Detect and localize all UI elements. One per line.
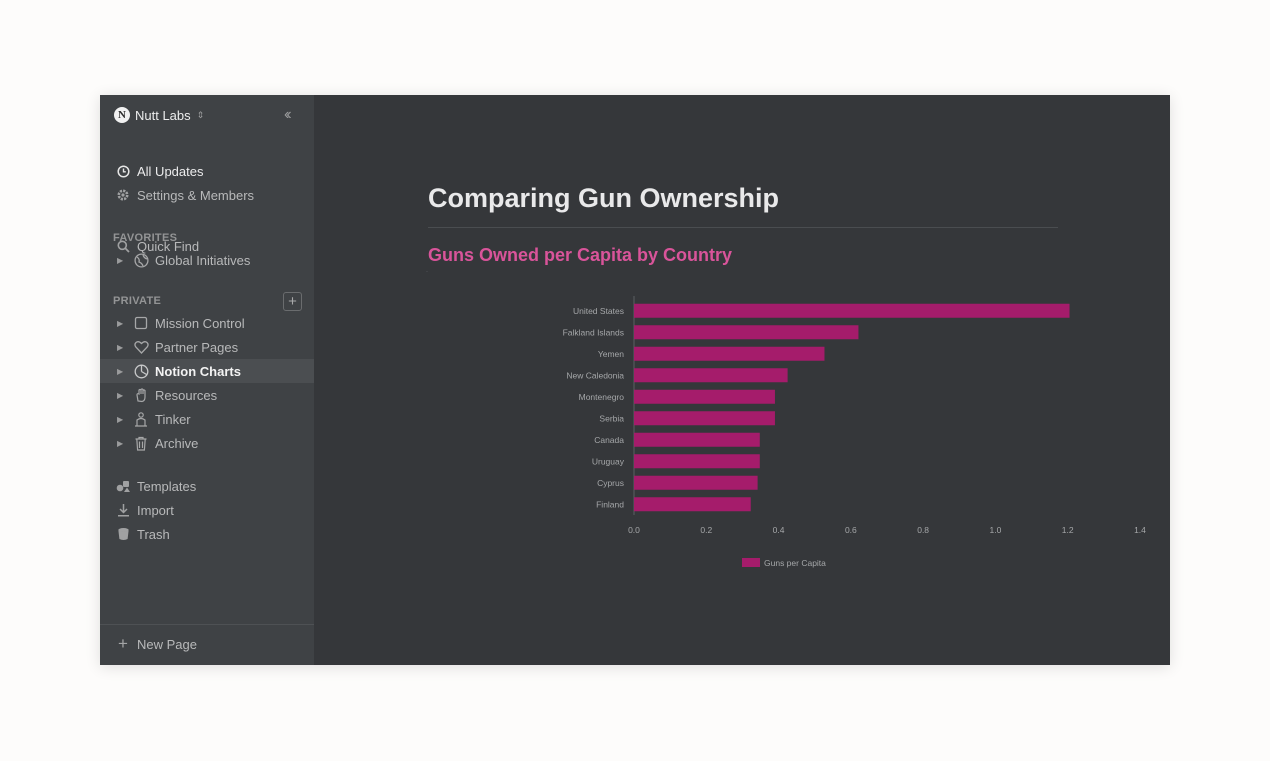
resources-label: Resources [155, 387, 218, 403]
expand-triangle-icon[interactable]: ▶ [117, 390, 124, 400]
expand-triangle-icon[interactable]: ▶ [117, 414, 124, 424]
sidebar-item-notion-charts[interactable]: ▶ Notion Charts [100, 359, 314, 383]
bar[interactable] [634, 346, 825, 361]
expand-triangle-icon[interactable]: ▶ [117, 342, 124, 352]
bar[interactable] [634, 368, 788, 383]
import-button[interactable]: Import [100, 498, 314, 522]
gear-icon [115, 187, 131, 203]
settings-members-button[interactable]: Settings & Members [100, 183, 314, 207]
global-initiatives-label: Global Initiatives [155, 252, 251, 268]
y-tick-label: United States [573, 306, 624, 316]
bar[interactable] [634, 454, 760, 469]
page-title: Comparing Gun Ownership [428, 183, 780, 213]
heart-icon [133, 339, 149, 355]
y-tick-label: Cyprus [597, 478, 624, 488]
y-tick-label: Yemen [598, 349, 624, 359]
bar-chart: United States Falkland Islands Yemen New Ca… [426, 271, 1146, 568]
sidebar-divider [100, 624, 314, 625]
bar[interactable] [634, 325, 859, 340]
page-content: Comparing Gun Ownership Guns Owned per C… [314, 95, 1170, 665]
archive-label: Archive [155, 435, 199, 451]
templates-label: Templates [137, 478, 197, 494]
globe-icon [133, 252, 149, 268]
bar[interactable] [634, 497, 751, 512]
chart-icon [133, 363, 149, 379]
new-page-button[interactable]: + New Page [100, 632, 314, 656]
bar[interactable] [634, 303, 1070, 318]
all-updates-label: All Updates [137, 163, 204, 179]
y-tick-label: Serbia [599, 413, 624, 423]
add-private-page-button[interactable]: + [283, 292, 302, 311]
x-tick-label: 0.6 [845, 525, 857, 535]
bin-icon [115, 526, 131, 542]
trash-button[interactable]: Trash [100, 522, 314, 546]
chart-title: Guns Owned per Capita by Country [428, 245, 733, 265]
trash-can-icon [133, 435, 149, 451]
y-tick-label: Montenegro [579, 392, 625, 402]
notion-charts-label: Notion Charts [155, 363, 241, 379]
bar[interactable] [634, 411, 775, 426]
x-tick-label: 0.4 [773, 525, 785, 535]
bar[interactable] [634, 432, 760, 447]
legend-swatch [742, 558, 760, 567]
hand-icon [133, 387, 149, 403]
collapse-sidebar-icon[interactable]: ‹‹ [284, 106, 292, 123]
favorites-section-label: FAVORITES [113, 232, 178, 244]
private-section-label: PRIVATE [113, 295, 162, 307]
chevron-updown-icon: ⇕ [196, 109, 205, 120]
tinker-icon [133, 411, 149, 427]
page-icon [133, 315, 149, 331]
x-tick-label: 0.2 [700, 525, 712, 535]
download-icon [115, 502, 131, 518]
sidebar: N Nutt Labs ⇕ ‹‹ Quick Find All Updates … [100, 95, 314, 665]
quick-find-label: Quick Find [137, 238, 200, 254]
templates-icon [115, 478, 131, 494]
x-tick-label: 0.0 [628, 525, 640, 535]
partner-pages-label: Partner Pages [155, 339, 239, 355]
y-tick-label: Canada [594, 435, 624, 445]
sidebar-item-partner-pages[interactable]: ▶ Partner Pages [100, 335, 314, 359]
legend-label: Guns per Capita [764, 558, 826, 568]
trash-label: Trash [137, 526, 170, 542]
y-tick-label: Uruguay [592, 456, 625, 466]
workspace-name: Nutt Labs [135, 107, 191, 123]
notion-logo-icon: N [114, 107, 130, 123]
x-tick-label: 0.8 [917, 525, 929, 535]
y-tick-label: Finland [596, 499, 624, 509]
sidebar-item-global-initiatives[interactable]: ▶ Global Initiatives [100, 248, 314, 272]
plus-icon: + [118, 634, 128, 653]
app-window: N Nutt Labs ⇕ ‹‹ Quick Find All Updates … [100, 95, 1170, 665]
y-tick-label: Falkland Islands [563, 327, 624, 337]
sidebar-item-resources[interactable]: ▶ Resources [100, 383, 314, 407]
x-tick-label: 1.0 [990, 525, 1002, 535]
sidebar-item-archive[interactable]: ▶ Archive [100, 431, 314, 455]
sidebar-item-mission-control[interactable]: ▶ Mission Control [100, 311, 314, 335]
y-tick-label: New Caledonia [566, 370, 624, 380]
bar[interactable] [634, 389, 775, 404]
mission-control-label: Mission Control [155, 315, 245, 331]
expand-triangle-icon[interactable]: ▶ [117, 366, 124, 376]
workspace-switcher[interactable]: N Nutt Labs ⇕ [114, 107, 204, 123]
title-divider [428, 227, 1058, 228]
all-updates-button[interactable]: All Updates [100, 159, 314, 183]
import-label: Import [137, 502, 174, 518]
x-tick-label: 1.2 [1062, 525, 1074, 535]
templates-button[interactable]: Templates [100, 474, 314, 498]
new-page-label: New Page [137, 636, 197, 652]
quick-find-button[interactable]: Quick Find [100, 234, 314, 258]
settings-members-label: Settings & Members [137, 187, 255, 203]
tinker-label: Tinker [155, 411, 191, 427]
sidebar-item-tinker[interactable]: ▶ Tinker [100, 407, 314, 431]
bar[interactable] [634, 475, 758, 490]
expand-triangle-icon[interactable]: ▶ [117, 318, 124, 328]
search-icon [115, 238, 131, 254]
expand-triangle-icon[interactable]: ▶ [117, 438, 124, 448]
clock-icon [115, 163, 131, 179]
x-tick-label: 1.4 [1134, 525, 1146, 535]
expand-triangle-icon[interactable]: ▶ [117, 255, 124, 265]
